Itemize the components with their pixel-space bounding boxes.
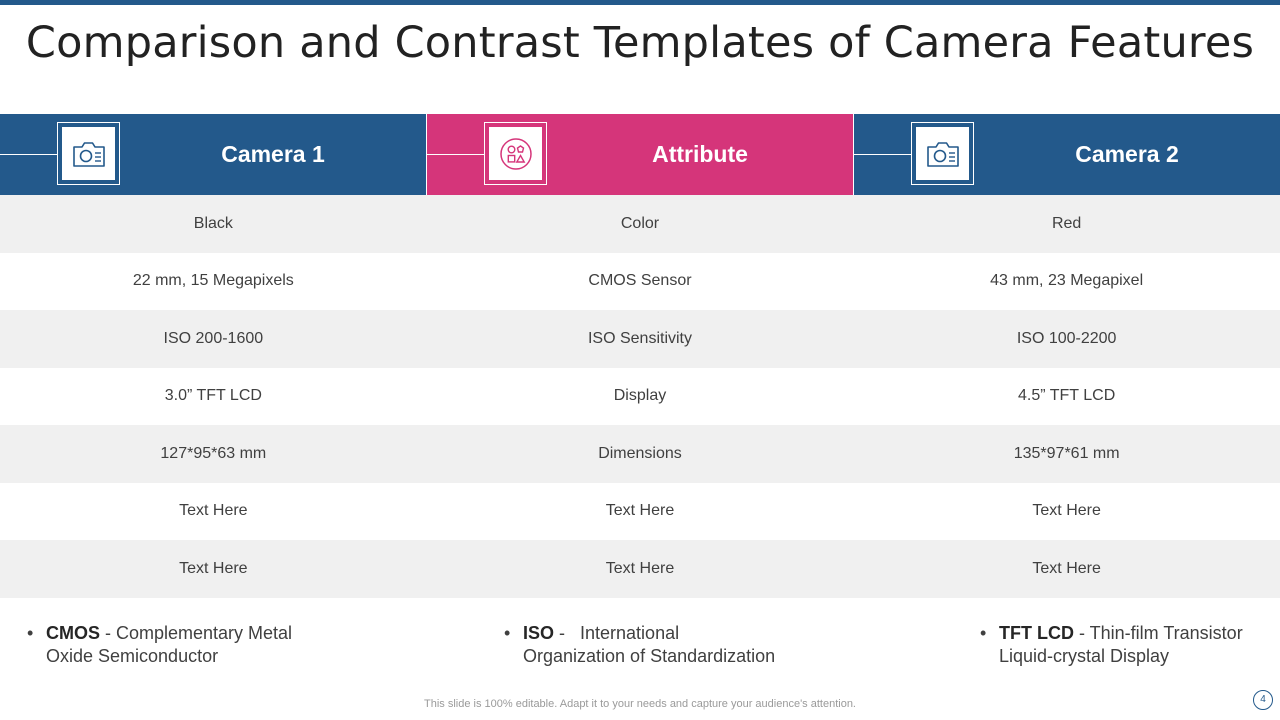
icon-frame: [911, 122, 974, 185]
table-row: Text Here Text Here Text Here: [0, 483, 1280, 541]
icon-frame: [484, 122, 547, 185]
note-term: CMOS: [46, 623, 100, 643]
header-label: Camera 1: [221, 141, 325, 167]
bullet-marker: •: [27, 623, 34, 643]
attribute-cell: Display: [613, 387, 667, 405]
icon-box: [489, 127, 542, 180]
attribute-cell: Dimensions: [598, 444, 682, 462]
camera-2-cell: 43 mm, 23 Megapixel: [990, 272, 1144, 290]
attribute-cell: Color: [620, 214, 660, 232]
header-connector-line: [0, 154, 58, 155]
comparison-table-body: Black Color Red 22 mm, 15 Megapixels CMO…: [0, 195, 1280, 598]
header-camera-1: Camera 1: [0, 114, 426, 195]
icon-box: [916, 127, 969, 180]
page-number: 4: [1253, 690, 1273, 710]
note-text: TFT LCD - Thin-film Transistor Liquid-cr…: [999, 622, 1243, 668]
header-connector-line: [854, 154, 912, 155]
note-definition-line-2: Organization of Standardization: [523, 646, 776, 666]
table-row: Black Color Red: [0, 195, 1280, 253]
camera-2-cell: ISO 100-2200: [1016, 329, 1117, 347]
note-text: ISO - International Organization of Stan…: [523, 622, 775, 668]
table-row: 22 mm, 15 Megapixels CMOS Sensor 43 mm, …: [0, 253, 1280, 311]
attribute-cell: CMOS Sensor: [588, 272, 692, 290]
bullet-marker: •: [504, 623, 511, 643]
camera-2-cell: Text Here: [1032, 559, 1101, 577]
header-connector-line: [427, 154, 485, 155]
note-term: ISO: [523, 623, 555, 643]
header-camera-2: Camera 2: [854, 114, 1280, 195]
bullet-marker: •: [980, 623, 987, 643]
attribute-cell: ISO Sensitivity: [587, 329, 692, 347]
camera-1-cell: Text Here: [179, 559, 248, 577]
page-title: Comparison and Contrast Templates of Cam…: [25, 18, 1255, 68]
note-definition-line-1: - International: [554, 623, 680, 643]
icon-frame: [57, 122, 120, 185]
camera-icon: [926, 141, 959, 167]
camera-2-cell: Red: [1051, 214, 1082, 232]
abbreviation-notes: • CMOS - Complementary Metal Oxide Semic…: [0, 622, 1280, 682]
camera-2-cell: Text Here: [1032, 502, 1101, 520]
attribute-cell: Text Here: [605, 502, 675, 520]
icon-box: [62, 127, 115, 180]
camera-1-cell: 3.0” TFT LCD: [164, 387, 262, 405]
note-definition-line-2: Liquid-crystal Display: [999, 646, 1170, 666]
attribute-cell: Text Here: [605, 559, 675, 577]
shapes-icon: [499, 137, 532, 170]
header-label: Camera 2: [1075, 141, 1179, 167]
top-accent-bar: [0, 0, 1280, 5]
camera-icon: [72, 141, 105, 167]
table-header: Camera 1 Attribute: [0, 114, 1280, 195]
header-attribute: Attribute: [427, 114, 853, 195]
note-term: TFT LCD: [999, 623, 1074, 643]
note-definition-line-1: - Complementary Metal: [100, 623, 293, 643]
camera-1-cell: ISO 200-1600: [163, 329, 264, 347]
table-row: 3.0” TFT LCD Display 4.5” TFT LCD: [0, 368, 1280, 426]
note-definition-line-2: Oxide Semiconductor: [46, 646, 219, 666]
table-row: Text Here Text Here Text Here: [0, 540, 1280, 598]
camera-1-cell: 22 mm, 15 Megapixels: [132, 272, 294, 290]
camera-1-cell: Text Here: [179, 502, 248, 520]
table-row: ISO 200-1600 ISO Sensitivity ISO 100-220…: [0, 310, 1280, 368]
header-label: Attribute: [652, 141, 748, 167]
camera-1-cell: 127*95*63 mm: [160, 444, 267, 462]
footer-note: This slide is 100% editable. Adapt it to…: [424, 698, 856, 710]
note-text: CMOS - Complementary Metal Oxide Semicon…: [46, 622, 292, 668]
table-row: 127*95*63 mm Dimensions 135*97*61 mm: [0, 425, 1280, 483]
camera-2-cell: 135*97*61 mm: [1013, 444, 1120, 462]
note-definition-line-1: - Thin-film Transistor: [1073, 623, 1243, 643]
camera-2-cell: 4.5” TFT LCD: [1018, 387, 1116, 405]
camera-1-cell: Black: [193, 214, 233, 232]
